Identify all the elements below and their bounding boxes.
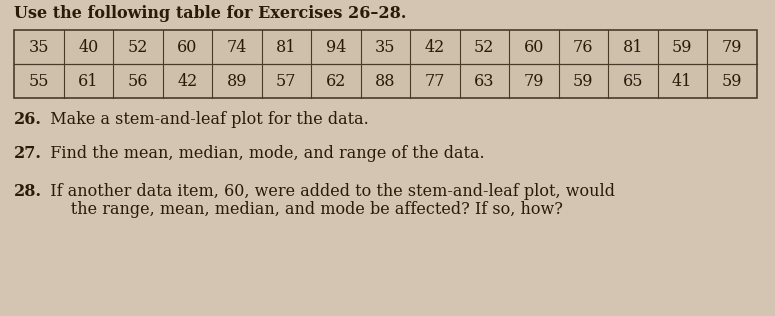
Text: 40: 40 [78, 39, 98, 56]
Text: 61: 61 [78, 72, 98, 89]
Text: 55: 55 [29, 72, 49, 89]
Text: 57: 57 [276, 72, 297, 89]
Text: 41: 41 [672, 72, 692, 89]
Text: 35: 35 [29, 39, 49, 56]
Text: 59: 59 [722, 72, 742, 89]
Bar [14, 30, 756, 98]
Text: Find the mean, median, mode, and range of the data.: Find the mean, median, mode, and range o… [40, 145, 484, 162]
Text: 42: 42 [177, 72, 198, 89]
Text: 60: 60 [177, 39, 198, 56]
Text: 81: 81 [276, 39, 297, 56]
Text: 28.: 28. [14, 184, 42, 200]
Text: If another data item, 60, were added to the stem-and-leaf plot, would: If another data item, 60, were added to … [40, 184, 615, 200]
Text: 56: 56 [128, 72, 148, 89]
Text: 35: 35 [375, 39, 395, 56]
Text: 79: 79 [523, 72, 544, 89]
Text: 60: 60 [524, 39, 544, 56]
Text: 89: 89 [226, 72, 247, 89]
Text: 59: 59 [573, 72, 594, 89]
Text: Make a stem-and-leaf plot for the data.: Make a stem-and-leaf plot for the data. [40, 112, 369, 129]
Text: 94: 94 [326, 39, 346, 56]
Text: Use the following table for Exercises 26–28.: Use the following table for Exercises 26… [14, 4, 406, 21]
Text: 88: 88 [375, 72, 395, 89]
Text: the range, mean, median, and mode be affected? If so, how?: the range, mean, median, and mode be aff… [40, 202, 563, 218]
Text: 74: 74 [226, 39, 247, 56]
Text: 63: 63 [474, 72, 494, 89]
Text: 59: 59 [672, 39, 693, 56]
Text: 81: 81 [622, 39, 643, 56]
Text: 42: 42 [425, 39, 445, 56]
Text: 79: 79 [722, 39, 742, 56]
Text: 65: 65 [622, 72, 643, 89]
Text: 76: 76 [573, 39, 594, 56]
Text: 62: 62 [326, 72, 346, 89]
Text: 52: 52 [474, 39, 494, 56]
Text: 26.: 26. [14, 112, 42, 129]
Text: 52: 52 [128, 39, 148, 56]
Text: 77: 77 [425, 72, 445, 89]
Text: 27.: 27. [14, 145, 42, 162]
